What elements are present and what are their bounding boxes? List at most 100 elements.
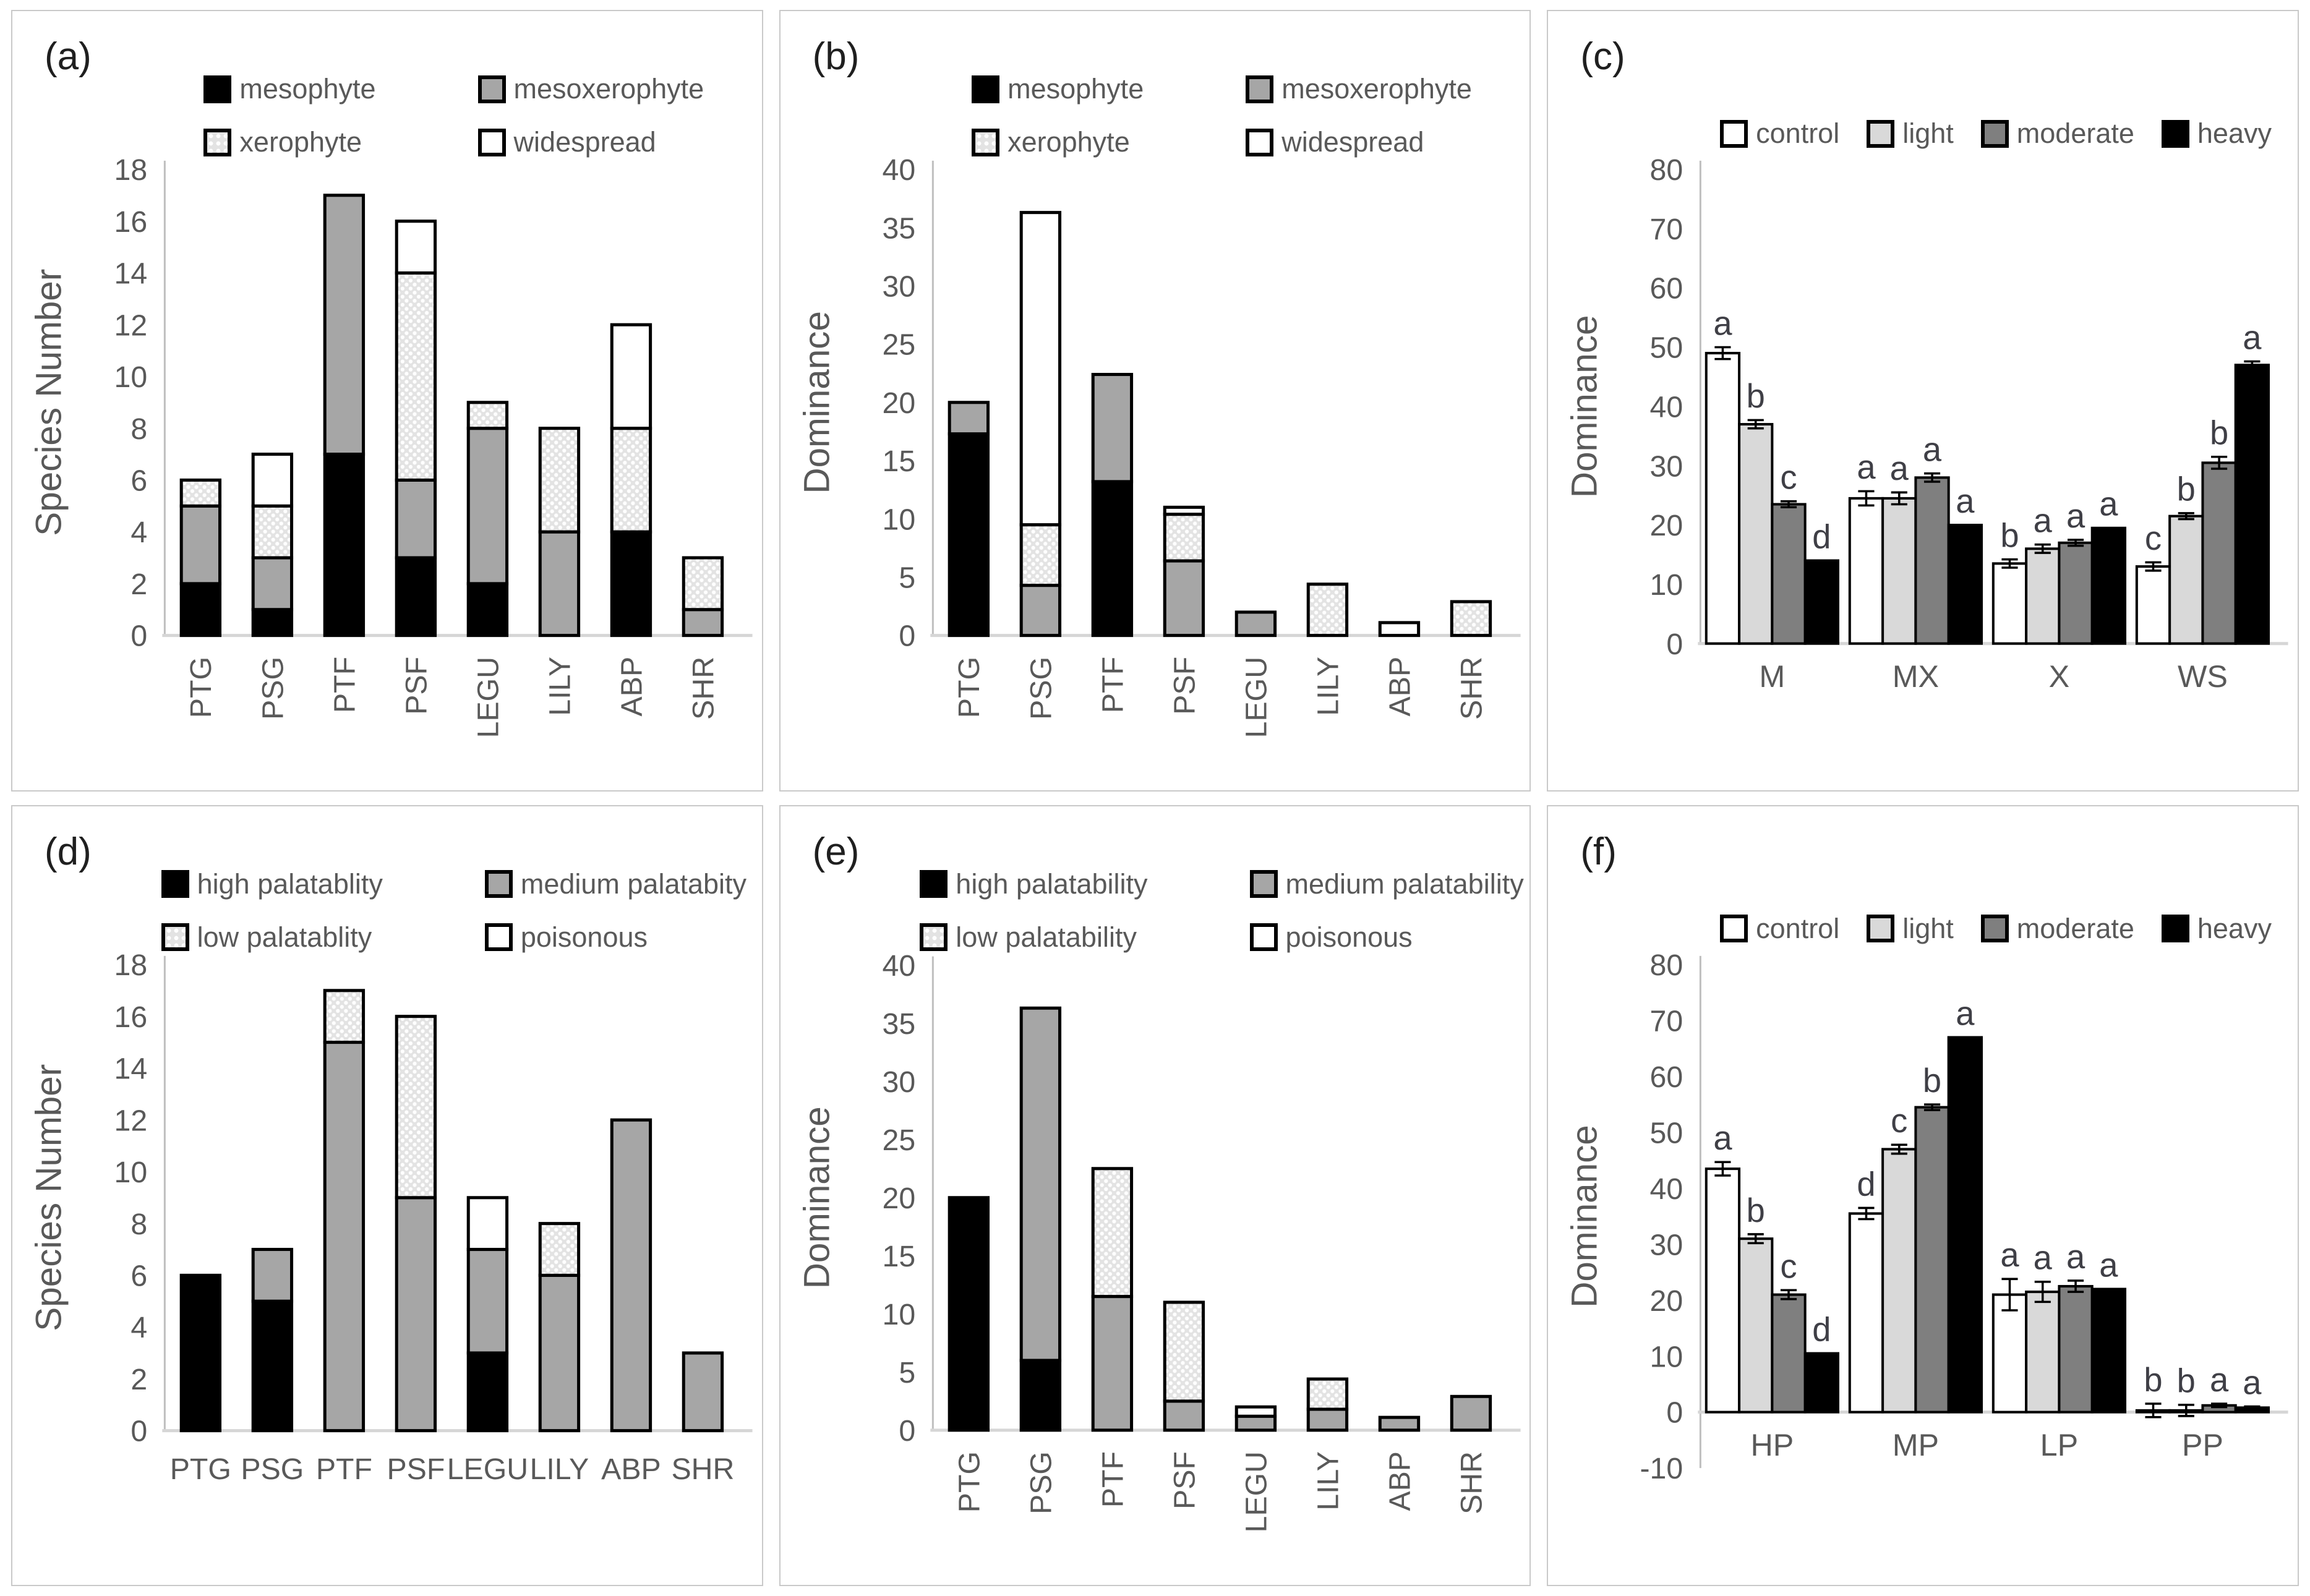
svg-text:PSF: PSF [1168, 1451, 1201, 1509]
legend-label: control [1756, 912, 1840, 944]
svg-text:0: 0 [130, 1414, 147, 1448]
legend-item-heavy: heavy [2161, 117, 2272, 150]
legend-item-high-palatability: high palatability [920, 868, 1148, 900]
svg-text:c: c [1781, 458, 1797, 496]
svg-text:4: 4 [130, 516, 147, 549]
svg-text:10: 10 [882, 1297, 915, 1331]
svg-text:b: b [1923, 1061, 1941, 1099]
legend-item-poisonous: poisonous [1249, 921, 1524, 954]
panel-label-e: (e) [812, 830, 860, 873]
svg-text:20: 20 [1650, 1284, 1683, 1317]
legend-label: medium palatability [1285, 868, 1524, 900]
svg-text:14: 14 [114, 257, 148, 291]
panel-label-b: (b) [812, 35, 860, 78]
chart-e: 40 35 30 25 20 15 10 5 0 Dominance PTG PSG PTF PSF LEG… [797, 949, 1521, 1532]
svg-text:70: 70 [1650, 1004, 1683, 1038]
svg-text:LEGU: LEGU [1239, 657, 1273, 738]
svg-text:25: 25 [882, 328, 915, 362]
legend-item-moderate: moderate [1980, 117, 2134, 150]
svg-text:PSG: PSG [241, 1453, 304, 1486]
legend-label: low palatability [956, 921, 1137, 953]
dotted-swatch-icon [920, 923, 948, 951]
svg-text:0: 0 [1667, 628, 1683, 661]
svg-text:PSG: PSG [1024, 1451, 1058, 1514]
svg-text:a: a [2034, 1239, 2053, 1276]
svg-text:30: 30 [1650, 1228, 1683, 1261]
svg-text:50: 50 [1650, 1116, 1683, 1150]
legend-label: light [1902, 117, 1954, 149]
svg-text:b: b [2177, 1362, 2196, 1399]
svg-text:a: a [1890, 450, 1909, 487]
chart-b: 40 35 30 25 20 15 10 5 0 Dominance PTG PSG PTF PSF LEG… [797, 153, 1521, 738]
svg-text:12: 12 [114, 1104, 148, 1137]
svg-text:0: 0 [130, 620, 147, 653]
svg-text:X: X [2049, 659, 2070, 694]
svg-text:4: 4 [130, 1311, 147, 1344]
svg-text:30: 30 [882, 1065, 915, 1098]
legend-item-heavy: heavy [2161, 913, 2272, 945]
legend-d: high palatablity medium palatabity low pal… [155, 868, 753, 954]
gray-swatch-icon [1246, 75, 1274, 103]
svg-text:c: c [1781, 1247, 1797, 1285]
svg-text:6: 6 [130, 464, 147, 497]
svg-text:a: a [2210, 1360, 2229, 1398]
svg-text:c: c [2145, 519, 2162, 557]
legend-item-xerophyte: xerophyte [203, 126, 375, 158]
svg-text:60: 60 [1650, 272, 1683, 305]
svg-text:20: 20 [882, 1181, 915, 1214]
svg-text:20: 20 [1650, 509, 1683, 542]
svg-text:LILY: LILY [1311, 657, 1345, 716]
legend-b: mesophyte mesoxerophyte xerophyte widesprea… [923, 73, 1521, 158]
legend-label: moderate [2016, 117, 2134, 149]
svg-text:a: a [2034, 501, 2053, 539]
svg-text:M: M [1760, 659, 1786, 694]
svg-text:LILY: LILY [530, 1453, 589, 1486]
svg-text:Species Number: Species Number [28, 269, 69, 536]
legend-item-medium-palatabity: medium palatabity [484, 868, 747, 900]
darkgray-swatch-icon [1980, 915, 2009, 942]
svg-text:a: a [2100, 485, 2119, 523]
svg-text:50: 50 [1650, 331, 1683, 365]
dotted-swatch-icon [161, 923, 189, 951]
legend-c: control light moderate heavy [1720, 117, 2272, 150]
svg-text:b: b [1747, 377, 1765, 415]
svg-text:40: 40 [882, 949, 915, 982]
panel-c: (c) control light moderate heavy 80 70 60 50 40… [1547, 10, 2299, 792]
dotted-swatch-icon [972, 128, 1000, 156]
svg-text:PTF: PTF [316, 1453, 372, 1486]
svg-text:20: 20 [882, 386, 915, 420]
legend-f: control light moderate heavy [1720, 912, 2272, 945]
legend-label: widespread [513, 126, 656, 158]
svg-text:PTF: PTF [328, 657, 361, 713]
svg-text:a: a [1857, 448, 1876, 486]
gray-swatch-icon [1249, 870, 1278, 898]
svg-text:LEGU: LEGU [1239, 1451, 1273, 1532]
svg-text:2: 2 [130, 568, 147, 601]
svg-text:a: a [2243, 318, 2262, 356]
svg-text:25: 25 [882, 1123, 915, 1156]
legend-label: low palatablity [197, 921, 372, 953]
black-swatch-icon [2161, 915, 2189, 942]
svg-text:10: 10 [882, 503, 915, 536]
panel-label-c: (c) [1580, 35, 1625, 78]
svg-text:LP: LP [2040, 1427, 2078, 1462]
svg-text:LEGU: LEGU [447, 1453, 528, 1486]
svg-text:PSF: PSF [1168, 657, 1201, 715]
svg-text:16: 16 [114, 1000, 148, 1033]
svg-text:WS: WS [2178, 659, 2228, 694]
legend-label: moderate [2016, 912, 2134, 944]
panel-label-d: (d) [45, 830, 92, 873]
panel-d: (d) high palatablity medium palatabity low… [11, 804, 763, 1586]
svg-text:30: 30 [1650, 450, 1683, 483]
legend-item-widespread: widespread [477, 126, 704, 158]
svg-text:Dominance: Dominance [1565, 1125, 1605, 1308]
svg-text:LEGU: LEGU [471, 657, 505, 738]
panel-e: (e) high palatability medium palatability… [779, 804, 1531, 1586]
legend-label: medium palatabity [520, 868, 747, 900]
darkgray-swatch-icon [1980, 119, 2009, 148]
svg-text:18: 18 [114, 949, 148, 982]
svg-text:Dominance: Dominance [797, 311, 837, 494]
legend-label: control [1756, 117, 1840, 149]
